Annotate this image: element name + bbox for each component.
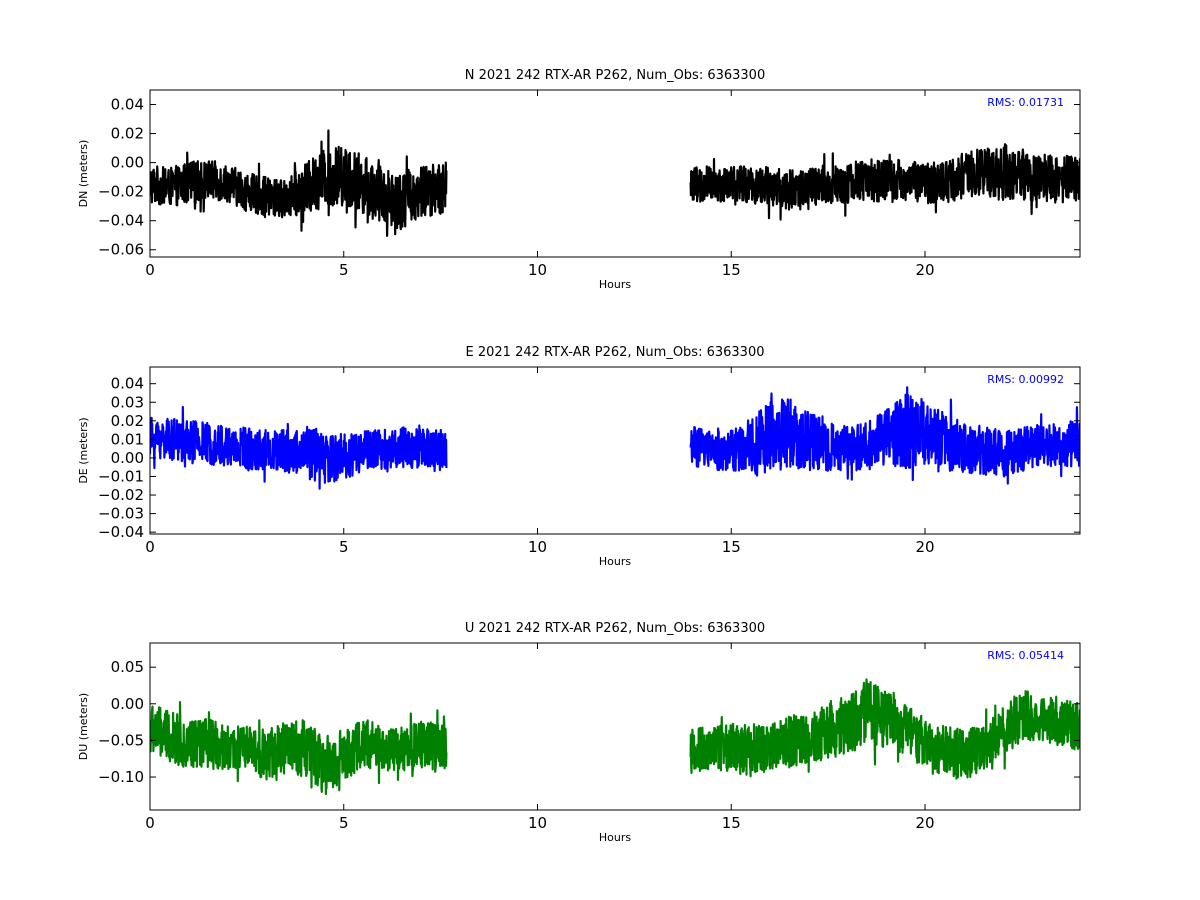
panel-n-xlabel: Hours bbox=[599, 278, 631, 291]
series-n-segment-1 bbox=[150, 129, 448, 237]
x-tick-label: 20 bbox=[915, 261, 934, 279]
x-tick-label: 5 bbox=[339, 538, 349, 556]
x-tick-label: 0 bbox=[145, 814, 155, 832]
panel-u-frame bbox=[149, 642, 1081, 811]
x-tick-label: 15 bbox=[722, 814, 741, 832]
x-tick-label: 0 bbox=[145, 261, 155, 279]
panel-e-rms: RMS: 0.00992 bbox=[987, 373, 1064, 386]
y-tick-label: 0.02 bbox=[111, 125, 144, 143]
panel-n-title: N 2021 242 RTX-AR P262, Num_Obs: 6363300 bbox=[465, 68, 765, 83]
x-tick-label: 15 bbox=[722, 261, 741, 279]
y-tick-label: −0.02 bbox=[98, 486, 144, 504]
x-tick-label: 5 bbox=[339, 814, 349, 832]
y-tick-label: −0.02 bbox=[98, 183, 144, 201]
panel-u-xlabel: Hours bbox=[599, 831, 631, 844]
x-tick-label: 20 bbox=[915, 814, 934, 832]
y-tick-label: 0.03 bbox=[111, 393, 144, 411]
x-tick-label: 10 bbox=[528, 538, 547, 556]
y-tick-label: −0.03 bbox=[98, 505, 144, 523]
series-e-segment-1 bbox=[150, 405, 448, 490]
panel-e-ylabel: DE (meters) bbox=[77, 417, 90, 483]
panel-e-frame bbox=[149, 366, 1081, 535]
y-tick-label: −0.10 bbox=[98, 768, 144, 786]
y-tick-label: 0.00 bbox=[111, 695, 144, 713]
panel-e: E 2021 242 RTX-AR P262, Num_Obs: 6363300… bbox=[77, 345, 1081, 568]
y-tick-label: 0.04 bbox=[111, 375, 144, 393]
y-tick-label: 0.00 bbox=[111, 449, 144, 467]
panel-n-rms: RMS: 0.01731 bbox=[987, 96, 1064, 109]
y-tick-label: −0.05 bbox=[98, 731, 144, 749]
x-tick-label: 5 bbox=[339, 261, 349, 279]
panel-u: U 2021 242 RTX-AR P262, Num_Obs: 6363300… bbox=[77, 621, 1081, 844]
panel-n-frame bbox=[149, 89, 1081, 258]
panel-n: N 2021 242 RTX-AR P262, Num_Obs: 6363300… bbox=[77, 68, 1081, 291]
panel-e-xlabel: Hours bbox=[599, 555, 631, 568]
panel-e-title: E 2021 242 RTX-AR P262, Num_Obs: 6363300 bbox=[466, 345, 765, 360]
x-tick-label: 10 bbox=[528, 261, 547, 279]
x-tick-label: 15 bbox=[722, 538, 741, 556]
x-tick-label: 20 bbox=[915, 538, 934, 556]
series-u-segment-2 bbox=[689, 678, 1080, 780]
series-n-segment-2 bbox=[689, 143, 1080, 221]
y-tick-label: −0.04 bbox=[98, 523, 144, 541]
series-e-segment-2 bbox=[689, 386, 1080, 485]
y-tick-label: 0.01 bbox=[111, 430, 144, 448]
panel-u-rms: RMS: 0.05414 bbox=[987, 649, 1064, 662]
y-tick-label: 0.00 bbox=[111, 154, 144, 172]
y-tick-label: 0.02 bbox=[111, 412, 144, 430]
y-tick-label: 0.05 bbox=[111, 658, 144, 676]
panel-u-title: U 2021 242 RTX-AR P262, Num_Obs: 6363300 bbox=[465, 621, 765, 636]
series-u-segment-1 bbox=[150, 700, 448, 796]
y-tick-label: −0.01 bbox=[98, 467, 144, 485]
panel-n-ylabel: DN (meters) bbox=[77, 140, 90, 208]
panel-u-ylabel: DU (meters) bbox=[77, 693, 90, 760]
y-tick-label: 0.04 bbox=[111, 96, 144, 114]
x-tick-label: 0 bbox=[145, 538, 155, 556]
x-tick-label: 10 bbox=[528, 814, 547, 832]
y-tick-label: −0.06 bbox=[98, 241, 144, 259]
y-tick-label: −0.04 bbox=[98, 212, 144, 230]
